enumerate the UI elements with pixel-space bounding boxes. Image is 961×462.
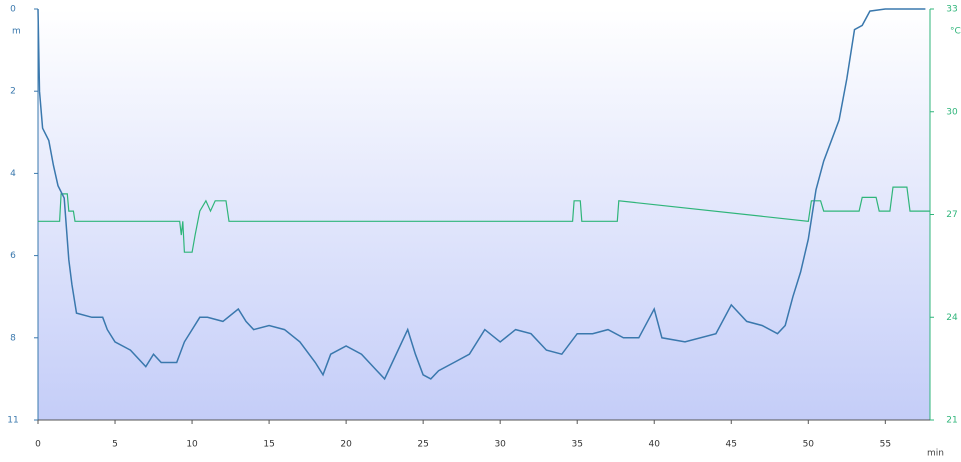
y2-tick-label: 27 [946, 210, 957, 220]
x-tick-label: 50 [803, 440, 815, 450]
x-tick-label: 35 [571, 440, 582, 450]
y2-tick-label: 21 [946, 416, 957, 426]
x-tick-label: 45 [726, 440, 737, 450]
x-tick-label: 5 [112, 440, 118, 450]
x-tick-label: 30 [494, 440, 506, 450]
y-tick-label: 4 [10, 169, 16, 179]
temperature-line [38, 186, 930, 253]
x-tick-label: 10 [186, 440, 198, 450]
x-axis-label: min [927, 449, 944, 459]
plot-area [38, 9, 930, 420]
x-tick-label: 20 [340, 440, 352, 450]
y-axis-label: m [12, 27, 21, 37]
y-tick-label: 6 [10, 251, 16, 261]
x-tick-label: 0 [35, 440, 41, 450]
y-tick-label: 2 [10, 87, 16, 97]
y2-axis-label: °C [950, 27, 961, 37]
x-tick-label: 15 [263, 440, 274, 450]
y2-tick-label: 30 [946, 107, 958, 117]
y-tick-label: 0 [10, 5, 16, 15]
x-tick-label: 55 [880, 440, 891, 450]
x-tick-label: 25 [417, 440, 428, 450]
y2-tick-label: 33 [946, 5, 957, 15]
depth-line [37, 8, 926, 381]
y-tick-label: 11 [7, 416, 18, 426]
x-tick-label: 40 [649, 440, 661, 450]
y2-tick-label: 24 [946, 313, 958, 323]
y-tick-label: 8 [10, 333, 16, 343]
